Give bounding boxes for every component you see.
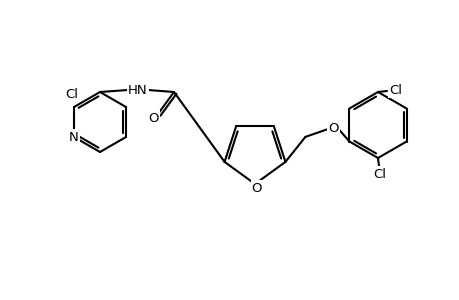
Text: Cl: Cl	[389, 83, 402, 97]
Text: HN: HN	[128, 83, 147, 97]
Text: O: O	[148, 112, 159, 124]
Text: Cl: Cl	[373, 167, 386, 181]
Text: O: O	[251, 182, 262, 194]
Text: Cl: Cl	[65, 88, 78, 100]
Text: O: O	[327, 122, 338, 135]
Text: N: N	[69, 130, 79, 143]
